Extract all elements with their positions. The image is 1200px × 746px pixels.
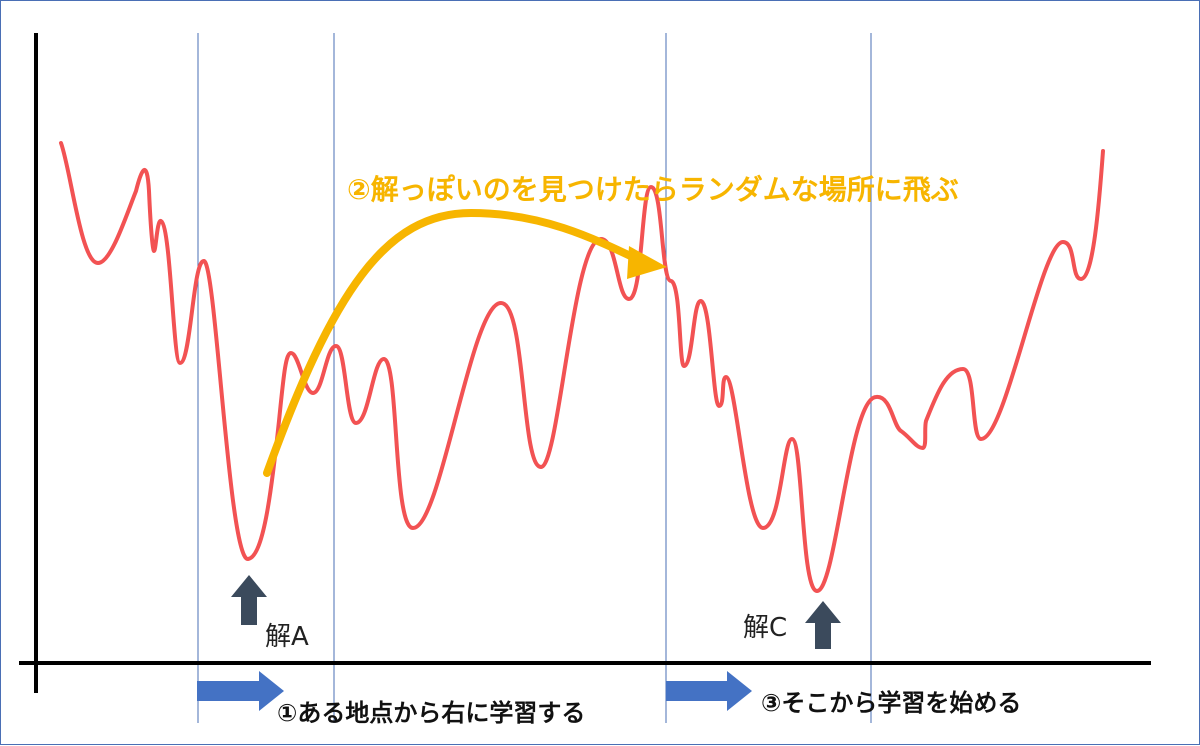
jump-arrow-head bbox=[627, 246, 667, 279]
solution-a-label: 解A bbox=[265, 622, 309, 652]
up-arrow-icon bbox=[805, 601, 841, 649]
jump-caption: ②解っぽいのを見つけたらランダムな場所に飛ぶ bbox=[347, 173, 959, 206]
loss-curve bbox=[59, 141, 1105, 593]
jump-arrow bbox=[263, 208, 645, 477]
step3-caption: ③そこから学習を始める bbox=[761, 689, 1021, 717]
up-arrow-icon bbox=[231, 575, 267, 625]
solution-c-label: 解C bbox=[743, 613, 787, 643]
right-arrow-icon bbox=[666, 671, 752, 711]
step1-caption: ①ある地点から右に学習する bbox=[277, 699, 585, 727]
right-arrow-icon bbox=[197, 671, 284, 711]
